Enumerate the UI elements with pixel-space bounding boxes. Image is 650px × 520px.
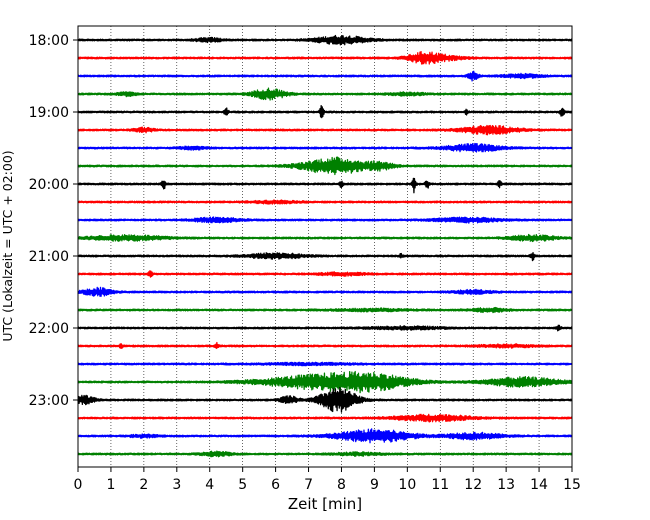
trace-line-1815 [77, 51, 573, 65]
trace-line-1900 [77, 105, 573, 119]
trace-line-2015 [77, 199, 573, 205]
x-tick-label: 12 [464, 477, 482, 493]
x-axis-label: Zeit [min] [288, 495, 362, 513]
trace-line-2045 [77, 233, 573, 243]
y-tick-label: 23:00 [29, 393, 69, 409]
x-tick-label: 15 [563, 477, 581, 493]
y-tick-label: 20:00 [29, 177, 69, 193]
trace-line-2245 [77, 370, 573, 394]
trace-line-2215 [77, 341, 573, 350]
x-axis-ticks: 0 1 2 3 4 5 6 7 8 9 10 11 12 13 14 15 [74, 467, 581, 493]
trace-line-1930 [77, 142, 573, 153]
x-tick-label: 3 [172, 477, 181, 493]
plot-frame [77, 25, 573, 468]
trace-line-2315 [77, 413, 573, 423]
trace-line-2030 [77, 216, 573, 224]
x-tick-label: 4 [205, 477, 214, 493]
trace-line-2200 [77, 324, 573, 332]
trace-line-1800 [77, 34, 573, 46]
trace-line-1830 [77, 70, 573, 82]
trace-line-1845 [77, 87, 573, 101]
trace-line-2345 [77, 450, 573, 458]
x-tick-label: 7 [304, 477, 313, 493]
trace-line-2330 [77, 428, 573, 444]
x-tick-label: 6 [271, 477, 280, 493]
y-tick-label: 21:00 [29, 249, 69, 265]
trace-line-2300 [77, 387, 573, 413]
x-tick-label: 10 [398, 477, 416, 493]
x-tick-label: 14 [530, 477, 548, 493]
x-tick-label: 0 [74, 477, 83, 493]
trace-line-2100 [77, 252, 573, 262]
y-tick-label: 22:00 [29, 321, 69, 337]
x-tick-label: 2 [139, 477, 148, 493]
x-tick-label: 5 [238, 477, 247, 493]
trace-line-2145 [77, 306, 573, 314]
trace-line-2115 [77, 270, 573, 278]
y-tick-label: 19:00 [29, 105, 69, 121]
y-axis-label: UTC (Lokalzeit = UTC + 02:00) [0, 150, 15, 341]
trace-line-2130 [77, 286, 573, 297]
trace-line-2000 [77, 177, 573, 194]
x-tick-label: 11 [431, 477, 449, 493]
x-tick-label: 1 [106, 477, 115, 493]
x-tick-label: 13 [497, 477, 515, 493]
x-tick-label: 9 [370, 477, 379, 493]
y-axis-ticks: 18:00 19:00 20:00 21:00 22:00 23:00 [29, 33, 78, 409]
seismic-traces [77, 34, 573, 458]
trace-line-1915 [77, 124, 573, 136]
y-tick-label: 18:00 [29, 33, 69, 49]
x-tick-label: 8 [337, 477, 346, 493]
trace-line-1945 [77, 156, 573, 176]
trace-line-2230 [77, 361, 573, 367]
